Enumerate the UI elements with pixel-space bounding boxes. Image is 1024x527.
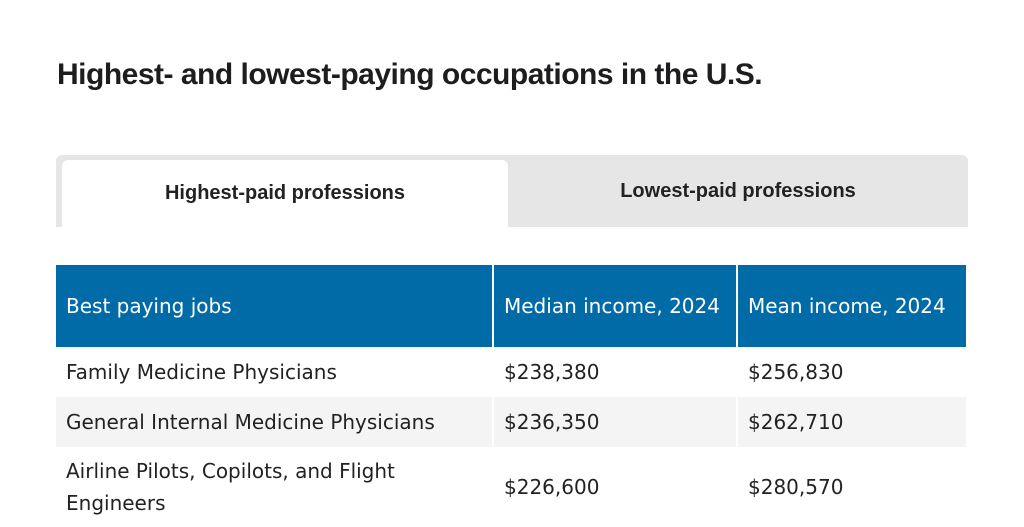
table-row: Family Medicine Physicians $238,380 $256…: [56, 347, 966, 397]
cell-job: General Internal Medicine Physicians: [56, 397, 494, 447]
cell-mean: $262,710: [737, 397, 966, 447]
table-row: Airline Pilots, Copilots, and Flight Eng…: [56, 447, 966, 527]
cell-median: $236,350: [493, 397, 738, 447]
table-header-row: Best paying jobs Median income, 2024 Mea…: [56, 265, 966, 347]
header-job: Best paying jobs: [56, 265, 494, 347]
tab-bar: Highest-paid professions Lowest-paid pro…: [56, 155, 968, 227]
tab-lowest-paid[interactable]: Lowest-paid professions: [620, 179, 856, 202]
cell-median: $238,380: [493, 347, 738, 397]
tab-highest-paid[interactable]: Highest-paid professions: [62, 160, 508, 227]
occupations-table: Best paying jobs Median income, 2024 Mea…: [56, 265, 966, 527]
cell-mean: $280,570: [748, 475, 844, 499]
header-mean: Mean income, 2024: [737, 265, 966, 347]
table-row: General Internal Medicine Physicians $23…: [56, 397, 966, 447]
cell-job: Family Medicine Physicians: [56, 347, 494, 397]
header-median: Median income, 2024: [493, 265, 738, 347]
cell-job: Airline Pilots, Copilots, and Flight Eng…: [56, 447, 494, 527]
page-title: Highest- and lowest-paying occupations i…: [57, 58, 763, 91]
cell-median: $226,600: [493, 447, 738, 527]
cell-mean: $256,830: [748, 360, 844, 384]
